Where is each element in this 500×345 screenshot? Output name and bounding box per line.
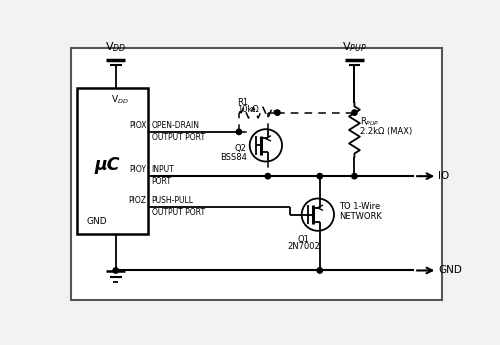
- Text: μC: μC: [94, 156, 120, 174]
- Circle shape: [317, 174, 322, 179]
- Text: Q2: Q2: [235, 144, 246, 153]
- Text: OUTPUT PORT: OUTPUT PORT: [152, 208, 204, 217]
- Text: OUTPUT PORT: OUTPUT PORT: [152, 133, 204, 142]
- Text: INPUT: INPUT: [152, 165, 174, 174]
- Text: PUSH-PULL: PUSH-PULL: [152, 196, 194, 205]
- Circle shape: [317, 268, 322, 273]
- Text: 10kΩ: 10kΩ: [237, 105, 259, 114]
- Circle shape: [352, 110, 357, 115]
- Text: 2N7002: 2N7002: [287, 243, 320, 252]
- FancyBboxPatch shape: [70, 48, 442, 300]
- Text: V$_{PUP}$: V$_{PUP}$: [342, 40, 367, 54]
- Circle shape: [236, 129, 242, 135]
- Text: PIOZ: PIOZ: [128, 196, 146, 205]
- Text: R$_{PUP}$: R$_{PUP}$: [360, 116, 379, 128]
- Text: PIOY: PIOY: [130, 165, 146, 174]
- Text: R1: R1: [237, 98, 248, 107]
- Text: GND: GND: [86, 217, 107, 226]
- Text: Q1: Q1: [298, 235, 310, 244]
- FancyBboxPatch shape: [77, 88, 148, 234]
- Text: V$_{DD}$: V$_{DD}$: [105, 40, 126, 54]
- Text: PORT: PORT: [152, 177, 172, 186]
- Text: 2.2kΩ (MAX): 2.2kΩ (MAX): [360, 127, 412, 136]
- Text: OPEN-DRAIN: OPEN-DRAIN: [152, 121, 200, 130]
- Text: GND: GND: [438, 265, 462, 275]
- Text: BSS84: BSS84: [220, 153, 246, 162]
- Circle shape: [352, 174, 357, 179]
- Circle shape: [265, 174, 270, 179]
- Text: IO: IO: [438, 171, 450, 181]
- Text: V$_{DD}$: V$_{DD}$: [112, 94, 129, 106]
- Text: PIOX: PIOX: [129, 121, 146, 130]
- Text: TO 1-Wire: TO 1-Wire: [338, 202, 380, 211]
- Text: NETWORK: NETWORK: [338, 212, 382, 221]
- Circle shape: [274, 110, 280, 115]
- Circle shape: [113, 268, 118, 273]
